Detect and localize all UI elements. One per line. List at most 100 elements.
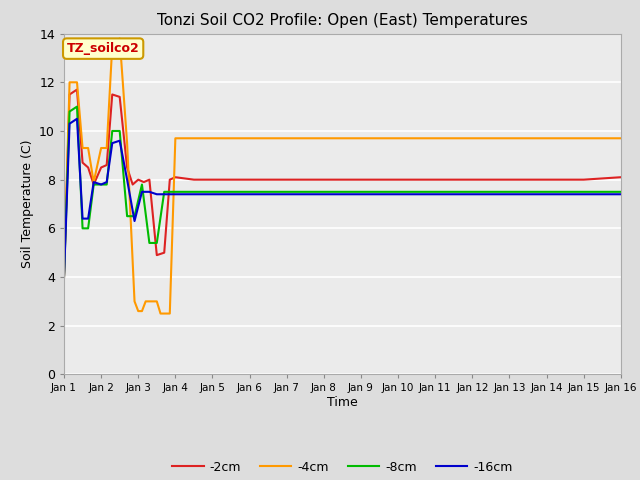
-2cm: [190, 177, 198, 182]
-8cm: [153, 240, 161, 246]
-2cm: [90, 181, 97, 187]
-2cm: [320, 177, 328, 182]
-16cm: [543, 192, 550, 197]
-8cm: [617, 189, 625, 195]
-8cm: [246, 189, 253, 195]
-2cm: [617, 174, 625, 180]
-16cm: [506, 192, 513, 197]
-8cm: [172, 189, 179, 195]
-2cm: [79, 160, 86, 166]
-4cm: [153, 299, 161, 304]
-8cm: [108, 128, 116, 134]
-16cm: [394, 192, 402, 197]
-16cm: [124, 177, 131, 182]
-4cm: [506, 135, 513, 141]
-8cm: [66, 108, 74, 114]
-2cm: [357, 177, 365, 182]
Line: -8cm: -8cm: [64, 107, 621, 277]
-4cm: [73, 79, 81, 85]
-4cm: [124, 140, 131, 146]
-16cm: [108, 140, 116, 146]
-16cm: [60, 274, 68, 280]
-16cm: [209, 192, 216, 197]
-2cm: [468, 177, 476, 182]
-16cm: [131, 218, 138, 224]
-8cm: [506, 189, 513, 195]
-4cm: [394, 135, 402, 141]
-8cm: [79, 226, 86, 231]
-8cm: [103, 181, 111, 187]
Line: -2cm: -2cm: [64, 90, 621, 277]
-16cm: [153, 192, 161, 197]
-2cm: [209, 177, 216, 182]
-2cm: [108, 92, 116, 97]
-2cm: [103, 162, 111, 168]
-2cm: [166, 177, 173, 182]
-4cm: [147, 299, 155, 304]
-4cm: [157, 311, 164, 316]
-4cm: [190, 135, 198, 141]
-4cm: [79, 145, 86, 151]
-16cm: [84, 216, 92, 221]
-4cm: [209, 135, 216, 141]
-8cm: [190, 189, 198, 195]
-2cm: [84, 165, 92, 170]
-2cm: [431, 177, 439, 182]
-4cm: [103, 145, 111, 151]
-8cm: [543, 189, 550, 195]
Text: TZ_soilco2: TZ_soilco2: [67, 42, 140, 55]
-2cm: [394, 177, 402, 182]
-16cm: [161, 192, 168, 197]
-8cm: [431, 189, 439, 195]
-2cm: [161, 250, 168, 255]
-2cm: [140, 179, 148, 185]
-16cm: [246, 192, 253, 197]
-16cm: [357, 192, 365, 197]
-8cm: [209, 189, 216, 195]
-16cm: [431, 192, 439, 197]
-16cm: [580, 192, 588, 197]
-8cm: [468, 189, 476, 195]
-8cm: [138, 181, 146, 187]
-16cm: [73, 116, 81, 121]
-16cm: [79, 216, 86, 221]
-8cm: [97, 181, 105, 187]
-4cm: [97, 145, 105, 151]
-16cm: [190, 192, 198, 197]
-4cm: [66, 79, 74, 85]
-2cm: [66, 92, 74, 97]
-4cm: [246, 135, 253, 141]
-16cm: [145, 189, 153, 195]
-4cm: [166, 311, 173, 316]
-4cm: [431, 135, 439, 141]
-4cm: [543, 135, 550, 141]
-2cm: [97, 165, 105, 170]
-16cm: [66, 121, 74, 127]
-4cm: [142, 299, 150, 304]
Y-axis label: Soil Temperature (C): Soil Temperature (C): [20, 140, 33, 268]
-16cm: [116, 138, 124, 144]
-8cm: [90, 181, 97, 187]
-2cm: [506, 177, 513, 182]
-2cm: [246, 177, 253, 182]
-16cm: [172, 192, 179, 197]
-4cm: [134, 308, 142, 314]
-2cm: [129, 181, 136, 187]
-4cm: [468, 135, 476, 141]
-4cm: [138, 308, 146, 314]
-2cm: [60, 274, 68, 280]
-4cm: [161, 311, 168, 316]
-4cm: [131, 299, 138, 304]
Legend: -2cm, -4cm, -8cm, -16cm: -2cm, -4cm, -8cm, -16cm: [167, 456, 518, 479]
-16cm: [97, 181, 105, 187]
-4cm: [108, 43, 116, 48]
-8cm: [580, 189, 588, 195]
-2cm: [124, 165, 131, 170]
-8cm: [131, 213, 138, 219]
-4cm: [172, 135, 179, 141]
Line: -16cm: -16cm: [64, 119, 621, 277]
-4cm: [90, 179, 97, 185]
-8cm: [145, 240, 153, 246]
-4cm: [617, 135, 625, 141]
-2cm: [283, 177, 291, 182]
